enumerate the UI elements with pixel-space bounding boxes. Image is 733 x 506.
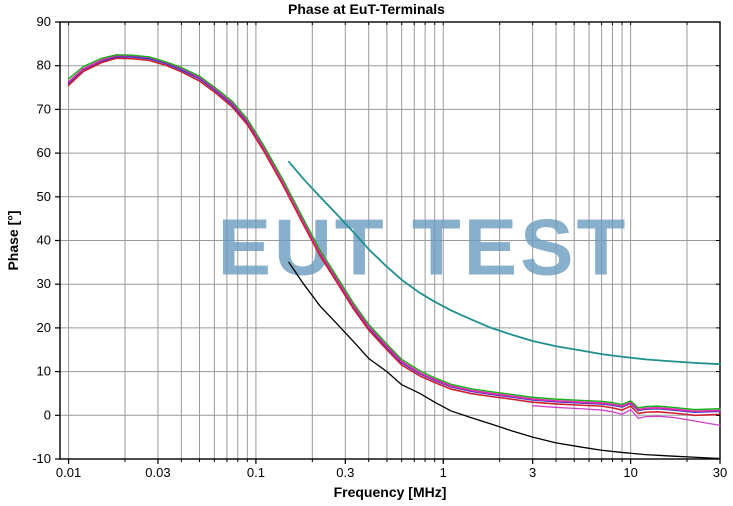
- xtick-label: 30: [713, 465, 727, 480]
- xtick-label: 0.01: [56, 465, 81, 480]
- xtick-label: 10: [623, 465, 637, 480]
- ytick-label: 20: [37, 320, 51, 335]
- ytick-label: -10: [32, 451, 51, 466]
- ytick-label: 0: [44, 407, 51, 422]
- x-axis-label: Frequency [MHz]: [334, 484, 447, 500]
- watermark-text: EUT TEST: [218, 203, 629, 292]
- ytick-label: 90: [37, 14, 51, 29]
- ytick-label: 40: [37, 233, 51, 248]
- ytick-label: 30: [37, 276, 51, 291]
- phase-chart: EUT TEST 0.01 0.03 0.1 0.3 1 3 10 30 -10 0 10 20 30 40…: [0, 0, 733, 501]
- xtick-label: 1: [440, 465, 447, 480]
- xtick-label: 3: [529, 465, 536, 480]
- ytick-label: 50: [37, 189, 51, 204]
- ytick-label: 80: [37, 58, 51, 73]
- ytick-label: 10: [37, 364, 51, 379]
- ytick-label: 70: [37, 101, 51, 116]
- ytick-label: 60: [37, 145, 51, 160]
- xtick-label: 0.1: [247, 465, 265, 480]
- xtick-label: 0.3: [336, 465, 354, 480]
- chart-title: Phase at EuT-Terminals: [288, 1, 445, 17]
- chart-svg: EUT TEST 0.01 0.03 0.1 0.3 1 3 10 30 -10 0 10 20 30 40…: [0, 0, 733, 501]
- y-axis-label: Phase [°]: [5, 210, 21, 270]
- xtick-label: 0.03: [145, 465, 170, 480]
